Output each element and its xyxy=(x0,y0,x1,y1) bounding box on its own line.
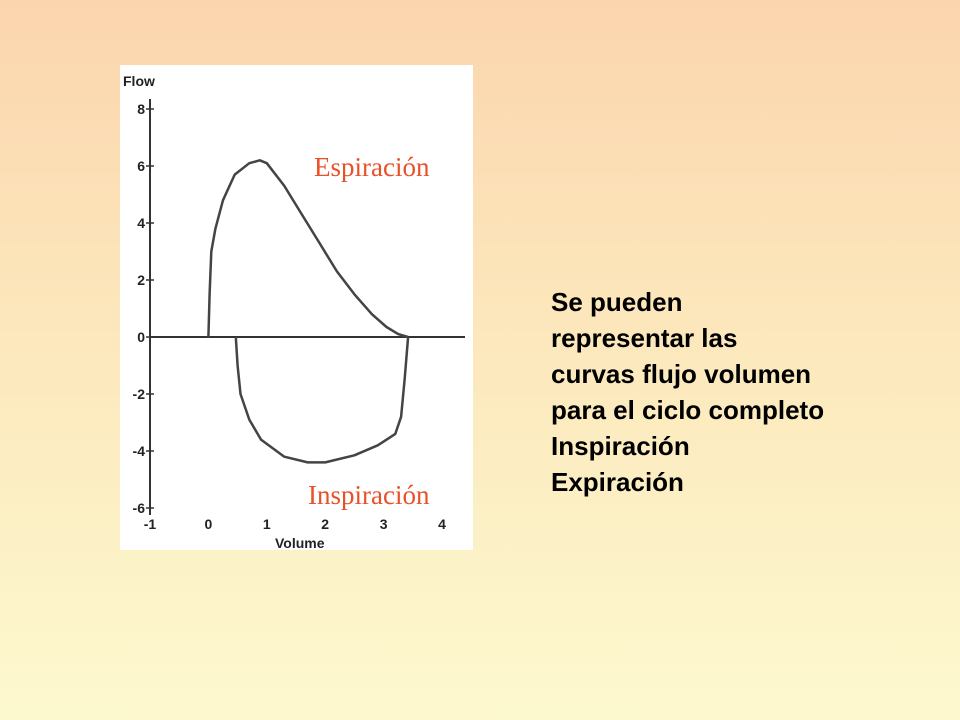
y-tick-label: -4 xyxy=(133,443,146,459)
text-line-6: Expiración xyxy=(551,467,684,497)
text-line-2: representar las xyxy=(551,323,738,353)
text-line-5: Inspiración xyxy=(551,431,690,461)
y-tick-label: 4 xyxy=(137,215,145,231)
y-tick-label: 6 xyxy=(137,158,145,174)
x-tick-label: 0 xyxy=(205,516,213,532)
slide-text-block: Se pueden representar las curvas flujo v… xyxy=(551,284,951,500)
y-tick-label: -6 xyxy=(133,500,146,516)
x-tick-label: 2 xyxy=(321,516,329,532)
x-tick-label: 1 xyxy=(263,516,271,532)
y-tick-label: 8 xyxy=(137,101,145,117)
x-tick-label: -1 xyxy=(144,516,157,532)
y-tick-label: 2 xyxy=(137,272,145,288)
y-axis-label: Flow xyxy=(123,73,155,89)
chart-canvas: 8 6 4 2 0 -2 -4 -6 -1 0 1 2 3 4 Flow Volume Espiraci… xyxy=(123,73,465,550)
y-tick-label: 0 xyxy=(137,329,145,345)
series-group xyxy=(207,159,410,464)
x-tick-label: 3 xyxy=(380,516,388,532)
annotation-expiration: Espiración xyxy=(314,152,430,182)
annotation-inspiration: Inspiración xyxy=(308,480,430,510)
flow-volume-chart: 8 6 4 2 0 -2 -4 -6 -1 0 1 2 3 4 Flow Volume Espiraci… xyxy=(120,65,473,550)
y-tick-labels: 8 6 4 2 0 -2 -4 -6 xyxy=(133,101,154,516)
text-line-4: para el ciclo completo xyxy=(551,395,825,425)
x-tick-labels: -1 0 1 2 3 4 xyxy=(144,516,446,532)
expiration-curve xyxy=(207,159,409,339)
x-axis-label: Volume xyxy=(275,535,325,550)
inspiration-curve xyxy=(234,336,410,464)
x-tick-label: 4 xyxy=(438,516,446,532)
text-line-3: curvas flujo volumen xyxy=(551,359,812,389)
y-tick-label: -2 xyxy=(133,386,146,402)
text-line-1: Se pueden xyxy=(551,287,683,317)
